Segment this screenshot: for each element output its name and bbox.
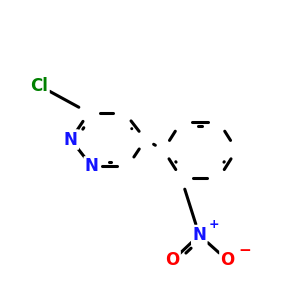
Text: N: N — [192, 226, 206, 244]
Text: Cl: Cl — [31, 77, 49, 95]
Text: N: N — [64, 130, 78, 148]
Text: +: + — [208, 218, 219, 231]
Text: O: O — [165, 251, 179, 269]
Text: O: O — [220, 251, 235, 269]
Text: −: − — [238, 242, 251, 257]
Text: N: N — [85, 158, 99, 175]
